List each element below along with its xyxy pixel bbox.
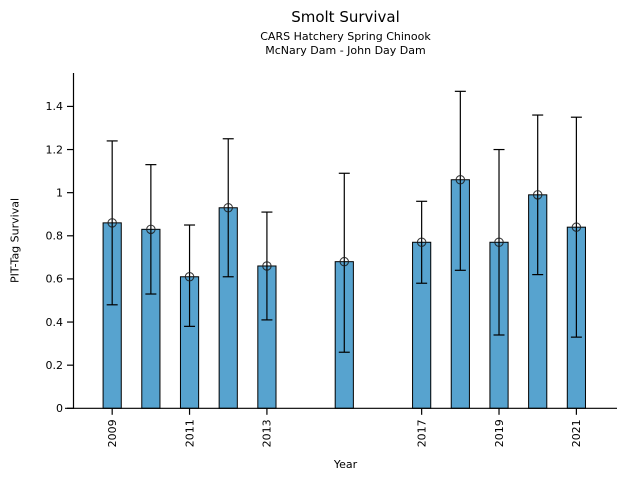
marker-2020 <box>532 190 543 200</box>
x-tick-label-2009: 2009 <box>106 419 119 447</box>
chart-subtitle-line2: McNary Dam - John Day Dam <box>265 43 426 57</box>
y-tick-label-0.4: 0.4 <box>46 316 64 329</box>
y-tick-label-1.4: 1.4 <box>46 100 64 113</box>
marker-2012 <box>223 203 233 213</box>
chart-title: Smolt Survival <box>291 8 400 26</box>
marker-2015 <box>339 256 350 267</box>
marker-2018 <box>455 174 466 185</box>
x-tick-label-2019: 2019 <box>493 419 506 447</box>
x-axis-label: Year <box>333 458 358 471</box>
y-tick-label-0: 0 <box>56 402 63 415</box>
chart-subtitle-line1: CARS Hatchery Spring Chinook <box>260 29 431 43</box>
x-tick-label-2017: 2017 <box>415 419 428 447</box>
x-tick-label-2021: 2021 <box>570 419 583 447</box>
y-tick-label-0.6: 0.6 <box>46 273 64 286</box>
chart-header: Smolt Survival CARS Hatchery Spring Chin… <box>74 8 617 57</box>
marker-2011 <box>184 272 195 282</box>
x-tick-label-2013: 2013 <box>261 419 274 447</box>
marker-2009 <box>107 218 117 228</box>
marker-2021 <box>571 222 582 232</box>
x-tick-label-2011: 2011 <box>183 419 196 447</box>
y-tick-label-1.2: 1.2 <box>46 143 64 156</box>
marker-2019 <box>494 237 504 248</box>
marker-2010 <box>146 224 156 235</box>
y-tick-label-1: 1 <box>56 186 63 199</box>
y-tick-label-0.8: 0.8 <box>46 230 64 243</box>
marker-2013 <box>262 261 272 271</box>
marker-2017 <box>416 237 427 248</box>
y-tick-label-0.2: 0.2 <box>46 359 64 372</box>
